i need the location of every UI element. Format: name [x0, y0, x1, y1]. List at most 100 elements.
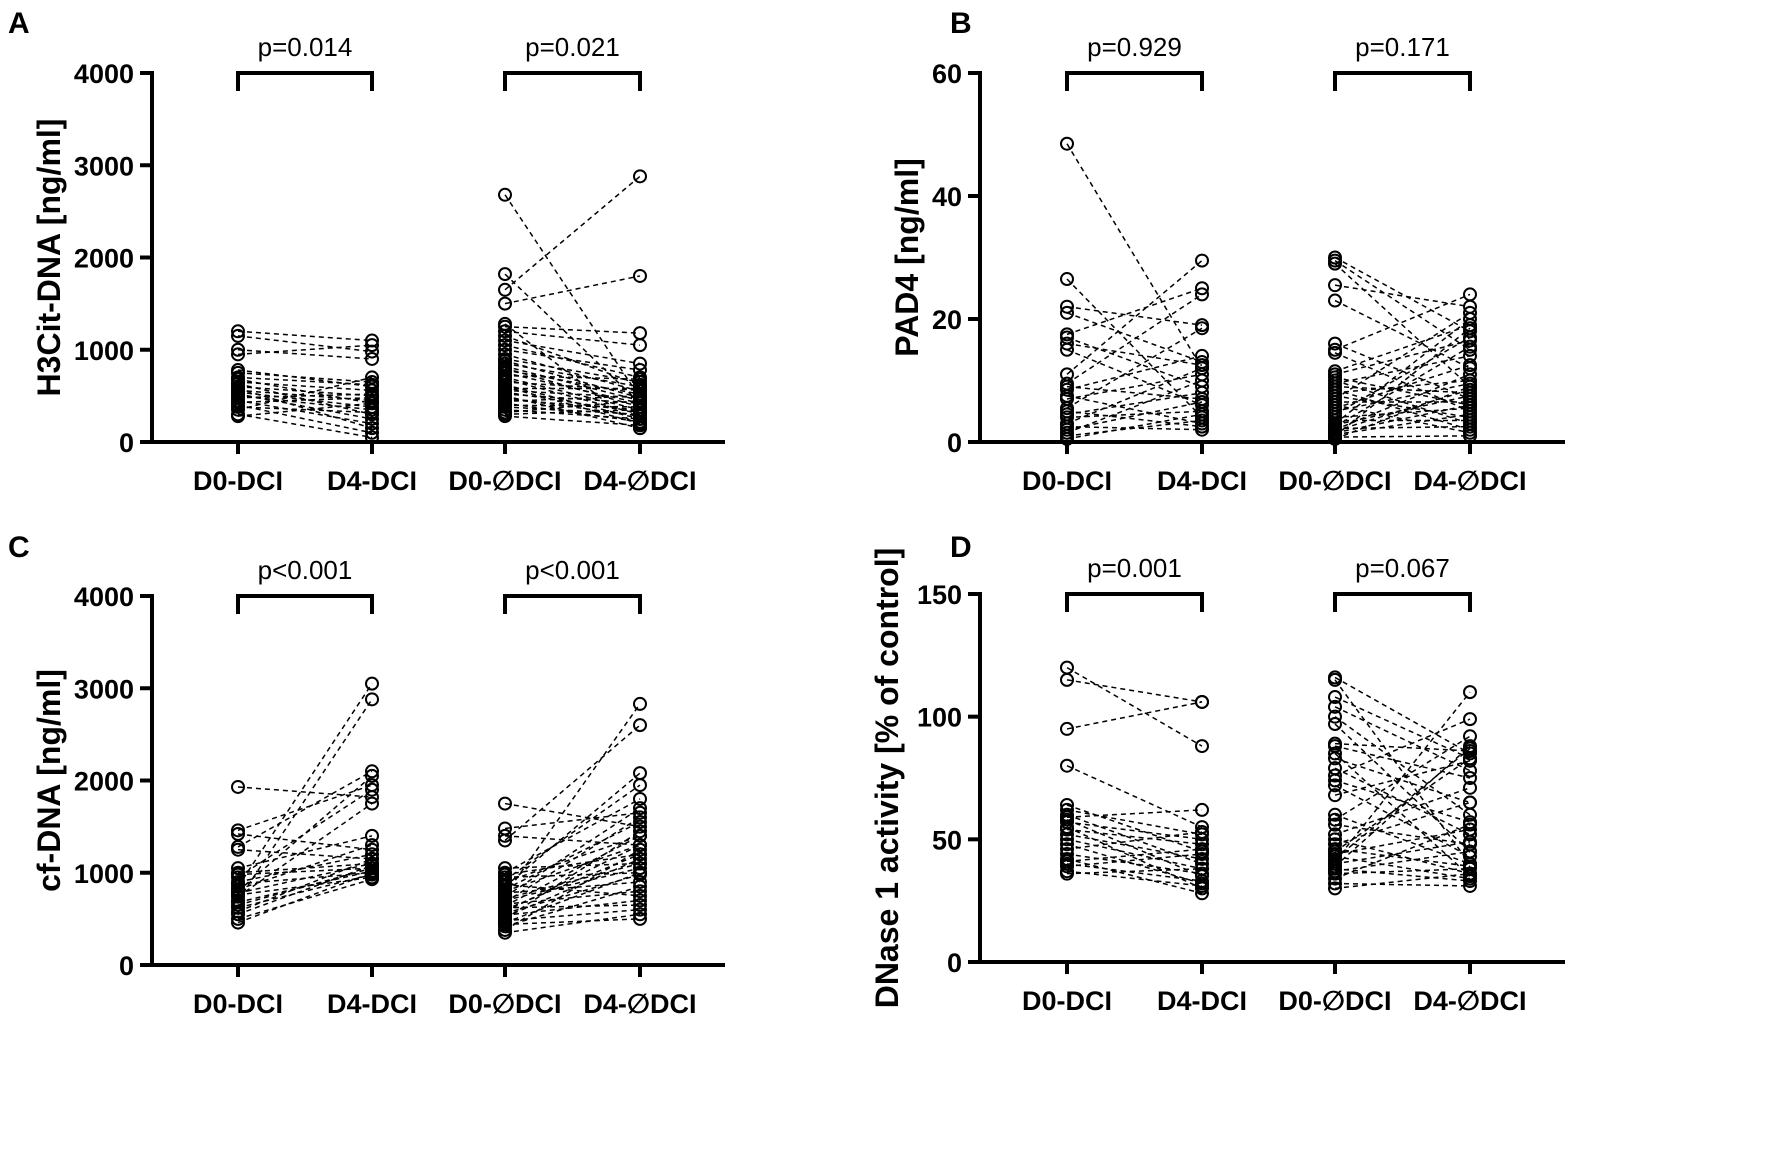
paired-line [1066, 293, 1203, 385]
data-point-day0 [231, 409, 245, 424]
paired-line [504, 358, 641, 383]
paired-line [1066, 831, 1203, 850]
data-point-day0 [1060, 822, 1074, 837]
data-point-day0 [1328, 336, 1342, 351]
data-point-day4 [1463, 305, 1477, 320]
data-point-day0 [1060, 305, 1074, 320]
paired-line [504, 908, 641, 922]
panel-letter: B [950, 7, 972, 40]
data-point-day0 [1328, 746, 1342, 761]
data-point-day0 [498, 828, 512, 843]
paired-line [504, 325, 641, 334]
data-point-day0 [498, 925, 512, 940]
category-label: D0-DCI [193, 989, 283, 1019]
data-point-day4 [1195, 739, 1209, 754]
data-point-day4 [633, 819, 647, 834]
paired-line [1066, 679, 1203, 703]
data-point-day4 [1463, 834, 1477, 849]
paired-line [1334, 779, 1471, 823]
category-label: D0-∅DCI [448, 466, 561, 496]
y-tick-label: 0 [947, 428, 962, 458]
paired-line [1334, 355, 1471, 385]
data-point-day4 [1463, 844, 1477, 859]
data-point-day4 [633, 888, 647, 903]
data-point-day4 [365, 851, 379, 866]
significance-bracket [1333, 71, 1472, 91]
paired-line [1334, 379, 1471, 394]
paired-line [237, 376, 373, 411]
data-point-day0 [498, 328, 512, 343]
paired-line [504, 402, 641, 423]
y-tick-label: 3000 [74, 151, 134, 181]
data-point-day0 [231, 861, 245, 876]
y-tick-label: 40 [932, 182, 962, 212]
paired-line [1066, 385, 1203, 400]
paired-line [237, 775, 373, 892]
paired-line [237, 376, 373, 386]
paired-line [237, 870, 373, 904]
data-point-day0 [1060, 272, 1074, 287]
data-point-day0 [498, 282, 512, 297]
data-point-day0 [231, 347, 245, 362]
paired-line [237, 372, 373, 383]
data-point-day4 [1463, 795, 1477, 810]
paired-line [237, 848, 373, 860]
data-point-day4 [1195, 832, 1209, 847]
category-label: D0-∅DCI [1278, 466, 1391, 496]
y-tick-label: 150 [917, 580, 962, 610]
category-label: D4-∅DCI [583, 989, 696, 1019]
data-point-day4 [633, 884, 647, 899]
data-point-day4 [633, 169, 647, 184]
paired-line [1334, 413, 1471, 436]
paired-line [504, 175, 641, 291]
paired-line [1066, 826, 1203, 890]
significance-bracket [503, 71, 642, 91]
data-point-day0 [1328, 881, 1342, 896]
data-point-day4 [365, 865, 379, 880]
y-tick-label: 0 [119, 428, 134, 458]
paired-line [1334, 385, 1471, 394]
paired-line [1334, 352, 1471, 412]
panel-letter: C [8, 531, 30, 564]
paired-line [237, 344, 373, 356]
paired-line [237, 683, 373, 888]
data-point-day4 [633, 824, 647, 839]
paired-line [237, 835, 373, 869]
data-point-day0 [1328, 876, 1342, 891]
paired-line [504, 872, 641, 924]
paired-line [1066, 379, 1203, 434]
data-point-day4 [633, 815, 647, 830]
data-point-day4 [1195, 878, 1209, 893]
data-point-day4 [1195, 802, 1209, 817]
data-point-day0 [498, 833, 512, 848]
paired-line [1066, 666, 1203, 747]
paired-line [504, 872, 641, 879]
paired-line [237, 399, 373, 425]
data-point-day4 [365, 838, 379, 853]
data-point-day4 [1195, 287, 1209, 302]
data-point-day0 [231, 342, 245, 357]
data-point-day4 [633, 828, 647, 843]
paired-line [504, 194, 641, 399]
data-point-day4 [365, 390, 379, 405]
paired-line [504, 323, 641, 429]
data-point-day4 [633, 268, 647, 283]
paired-line [1334, 373, 1471, 431]
paired-line [1334, 823, 1471, 845]
panel-b: B PAD4 [ng/ml] 0 20 40 60 D0-DCI D4-DCI D0-∅DCI D… [889, 7, 1565, 496]
category-label: D0-∅DCI [1278, 986, 1391, 1016]
paired-line [504, 344, 641, 379]
data-point-day0 [498, 333, 512, 348]
data-point-day0 [498, 796, 512, 811]
paired-line [1334, 787, 1471, 836]
paired-line [504, 885, 641, 927]
data-point-day0 [498, 324, 512, 339]
paired-line [1334, 868, 1471, 875]
paired-line [1334, 850, 1471, 872]
paired-line [1334, 882, 1471, 887]
data-point-day0 [1328, 345, 1342, 360]
paired-line [237, 395, 373, 411]
data-point-day4 [365, 842, 379, 857]
paired-line [237, 698, 373, 901]
paired-line [237, 335, 373, 353]
